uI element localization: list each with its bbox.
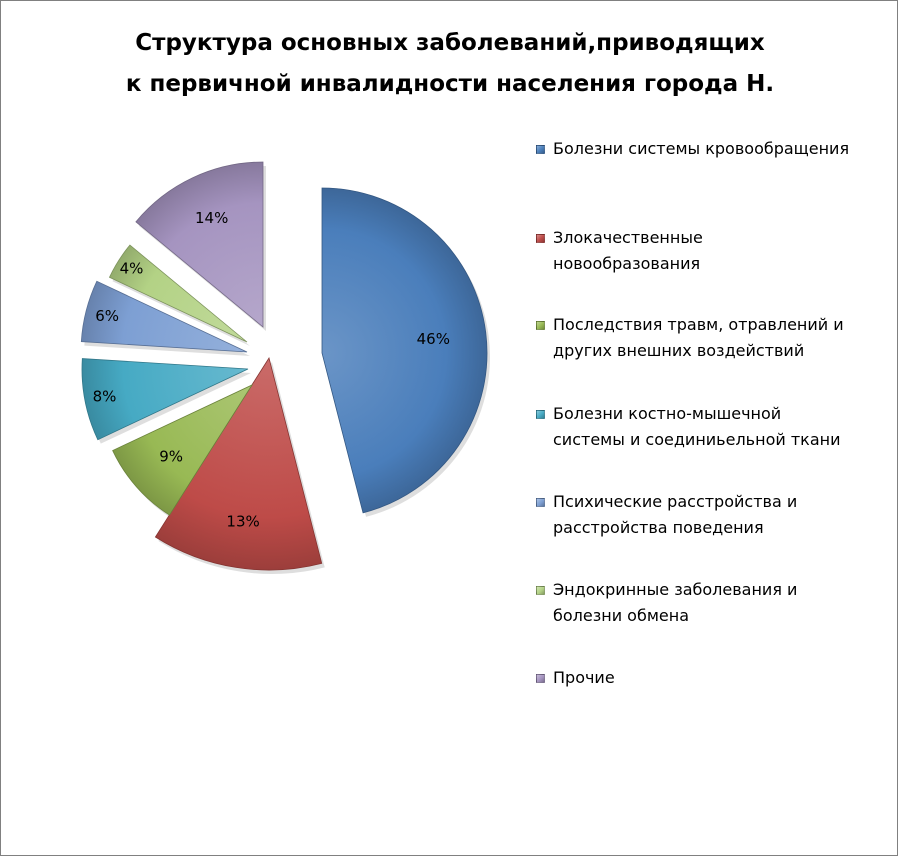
data-label-mental: 6% [95, 307, 119, 325]
legend-swatch-injuries [536, 321, 545, 330]
legend-label-endocrine: Эндокринные заболевания и болезни обмена [553, 580, 798, 625]
chart-title-line-2: к первичной инвалидности населения город… [125, 71, 775, 97]
data-label-other: 14% [195, 209, 228, 227]
slice-other [135, 161, 264, 328]
slice-circulatory [321, 187, 488, 514]
chart-title: Структура основных заболеваний,приводящи… [1, 23, 898, 105]
legend-swatch-endocrine [536, 586, 545, 595]
legend-label-circulatory: Болезни системы кровообращения [553, 139, 850, 158]
data-label-neoplasms: 13% [226, 512, 259, 530]
legend-swatch-musculoskeletal [536, 410, 545, 419]
data-label-endocrine: 4% [120, 260, 144, 278]
legend-swatch-mental [536, 498, 545, 507]
legend-swatch-other [536, 674, 545, 683]
data-label-musculoskeletal: 8% [93, 387, 117, 405]
data-label-injuries: 9% [159, 447, 183, 465]
legend-swatch-circulatory [536, 145, 545, 154]
legend-label-other: Прочие [553, 668, 615, 687]
slice-neoplasms [154, 357, 323, 571]
chart-title-line-1: Структура основных заболеваний,приводящи… [135, 30, 765, 56]
data-label-circulatory: 46% [417, 330, 450, 348]
slice-injuries [112, 384, 254, 516]
slice-musculoskeletal [81, 358, 249, 441]
slice-endocrine [108, 244, 248, 343]
slice-mental [80, 280, 248, 353]
legend-swatch-neoplasms [536, 234, 545, 243]
legend-label-mental: Психические расстройства и расстройства … [553, 492, 798, 537]
legend-label-musculoskeletal: Болезни костно-мышечной системы и соедин… [553, 404, 841, 449]
legend-label-injuries: Последствия травм, отравлений и других в… [553, 315, 844, 360]
legend-label-neoplasms: Злокачественные новообразования [553, 228, 703, 273]
